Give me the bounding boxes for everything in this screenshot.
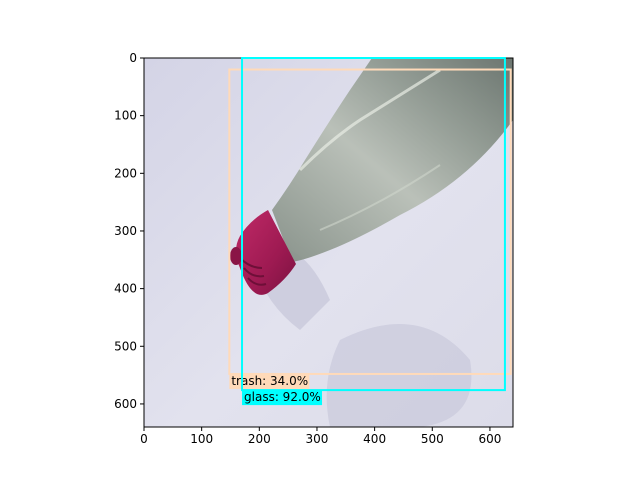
x-tick-label: 300 <box>306 432 329 446</box>
y-tick-label: 0 <box>129 51 137 65</box>
y-tick-label: 300 <box>114 224 137 238</box>
label-background <box>229 373 310 389</box>
plot-axes: 0 100 200 300 400 500 600 0 100 200 300 400 500 600 <box>114 51 514 446</box>
y-tick-label: 100 <box>114 109 137 123</box>
y-tick-label: 200 <box>114 166 137 180</box>
y-tick-label: 600 <box>114 397 137 411</box>
y-tick-label: 400 <box>114 282 137 296</box>
detection-label: glass: 92.0% <box>244 390 321 404</box>
bounding-box <box>241 57 506 392</box>
x-tick-label: 0 <box>140 432 148 446</box>
x-tick-label: 100 <box>190 432 213 446</box>
bottle-photo <box>144 58 513 427</box>
x-axis: 0 100 200 300 400 500 600 <box>140 427 501 446</box>
x-tick-label: 500 <box>421 432 444 446</box>
label-background <box>242 390 323 406</box>
bounding-box <box>228 68 512 375</box>
detection-1: trash: 34.0% <box>228 68 512 389</box>
detection-2: glass: 92.0% <box>241 57 506 406</box>
y-tick-label: 500 <box>114 339 137 353</box>
detection-overlays: trash: 34.0% glass: 92.0% <box>228 57 512 406</box>
x-tick-label: 400 <box>363 432 386 446</box>
x-tick-label: 200 <box>248 432 271 446</box>
y-axis: 0 100 200 300 400 500 600 <box>114 51 144 411</box>
detection-label: trash: 34.0% <box>231 374 308 388</box>
x-tick-label: 600 <box>478 432 501 446</box>
